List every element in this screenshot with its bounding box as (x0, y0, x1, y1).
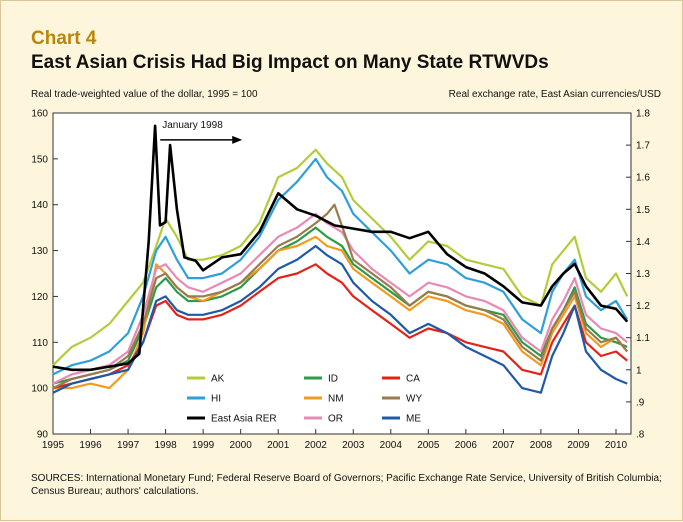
legend: AK ID CA HI NM WY East Asia RER OR ME (187, 374, 422, 425)
series-lines (52, 124, 629, 394)
left-tick-label: 150 (31, 154, 48, 165)
axis-tick-labels: 90 100 110 120 130 140 150 160 .8 .9 1 1.1 1.2 1.3 1.4… (31, 109, 650, 452)
series-line-ca (52, 263, 628, 390)
x-tick-label: 2002 (305, 440, 328, 451)
x-tick-label: 1996 (79, 440, 102, 451)
right-tick-label: 1.3 (636, 269, 650, 280)
x-tick-label: 1995 (42, 440, 65, 451)
x-tick-label: 2008 (530, 440, 553, 451)
sources-note: SOURCES: International Monetary Fund; Fe… (31, 473, 662, 497)
left-tick-label: 160 (31, 109, 48, 120)
right-tick-label: 1.5 (636, 205, 650, 216)
right-axis-label: Real exchange rate, East Asian currencie… (448, 89, 661, 100)
x-tick-label: 1997 (117, 440, 140, 451)
chart-number: Chart 4 (31, 28, 97, 49)
x-tick-label: 2004 (380, 440, 403, 451)
series-line-hi (52, 157, 629, 376)
series-line-wy (52, 203, 629, 390)
left-tick-label: 110 (32, 338, 48, 349)
x-tick-label: 1998 (154, 440, 177, 451)
x-tick-label: 2010 (605, 440, 628, 451)
plot-area (52, 112, 632, 435)
legend-entry: East Asia RER (211, 414, 277, 425)
right-tick-label: 1.7 (636, 141, 650, 152)
chart-title: East Asian Crisis Had Big Impact on Many… (31, 52, 549, 73)
annotation-text: January 1998 (162, 120, 223, 131)
right-tick-label: .8 (636, 430, 645, 441)
legend-entry: WY (406, 394, 422, 405)
x-tick-label: 2007 (492, 440, 515, 451)
legend-entry: AK (211, 374, 225, 385)
x-tick-label: 2003 (342, 440, 365, 451)
legend-entry: NM (328, 394, 344, 405)
series-line-nm (53, 235, 629, 390)
right-tick-label: .9 (636, 397, 645, 408)
series-line-ak (52, 148, 629, 366)
x-tick-label: 2009 (567, 440, 590, 451)
x-tick-label: 2001 (267, 440, 290, 451)
x-tick-label: 2005 (417, 440, 440, 451)
left-tick-label: 120 (31, 292, 48, 303)
legend-entry: ME (406, 414, 421, 425)
right-tick-label: 1.1 (636, 333, 650, 344)
x-tick-label: 2000 (230, 440, 253, 451)
series-line-me (52, 244, 628, 394)
legend-entry: OR (328, 414, 343, 425)
left-axis-label: Real trade-weighted value of the dollar,… (31, 89, 258, 100)
legend-entry: ID (328, 374, 338, 385)
left-tick-label: 100 (31, 384, 48, 395)
right-tick-label: 1.4 (636, 237, 650, 248)
legend-entry: CA (406, 374, 420, 385)
left-tick-label: 130 (31, 246, 48, 257)
right-tick-label: 1 (636, 365, 642, 376)
right-tick-label: 1.8 (636, 109, 650, 120)
right-tick-label: 1.6 (636, 173, 650, 184)
series-line-or (52, 212, 628, 385)
left-tick-label: 90 (37, 430, 49, 441)
annotation-arrowhead (232, 135, 243, 144)
right-tick-label: 1.2 (636, 301, 650, 312)
x-tick-label: 2006 (455, 440, 478, 451)
annotation: January 1998 (160, 120, 243, 144)
x-tick-label: 1999 (192, 440, 215, 451)
legend-entry: HI (211, 394, 221, 405)
left-tick-label: 140 (31, 200, 48, 211)
series-line-east-asia-rer (52, 124, 629, 372)
